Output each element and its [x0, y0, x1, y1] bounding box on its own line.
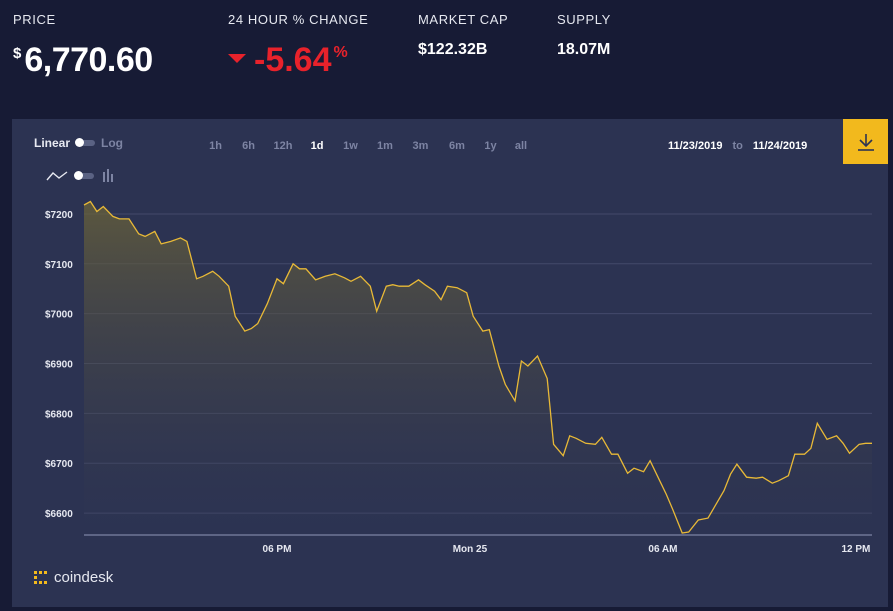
- change-label: 24 HOUR % CHANGE: [228, 12, 369, 27]
- range-1d[interactable]: 1d: [310, 140, 324, 152]
- y-axis: $6600 $6700 $6800 $6900 $7000 $7100 $7200: [45, 210, 73, 520]
- range-1w[interactable]: 1w: [343, 140, 358, 152]
- date-to-word: to: [732, 140, 743, 152]
- change-unit: %: [333, 44, 348, 61]
- range-1h[interactable]: 1h: [209, 140, 222, 152]
- change-value: -5.64: [254, 41, 332, 79]
- scale-switch[interactable]: [75, 138, 96, 147]
- down-arrow-icon: [228, 54, 246, 63]
- range-6h[interactable]: 6h: [242, 140, 255, 152]
- download-icon: [857, 133, 874, 151]
- range-3m[interactable]: 3m: [412, 140, 429, 152]
- price-row: $ 6,770.60: [13, 41, 153, 80]
- x-tick-label: Mon 25: [453, 544, 488, 555]
- change-row: -5.64 %: [228, 41, 368, 80]
- brand-name: coindesk: [54, 569, 114, 586]
- line-chart-icon[interactable]: [46, 170, 68, 182]
- y-tick-label: $7200: [45, 210, 73, 221]
- range-1y[interactable]: 1y: [484, 140, 497, 152]
- price-chart: $6600 $6700 $6800 $6900 $7000 $7100 $7200 06 P…: [45, 200, 872, 555]
- y-tick-label: $6900: [45, 360, 73, 371]
- price-line: [83, 200, 872, 534]
- y-tick-label: $7000: [45, 310, 73, 321]
- price-label: PRICE: [13, 12, 56, 27]
- supply-label: SUPPLY: [557, 12, 611, 27]
- market-cap-value: $122.32B: [418, 41, 488, 58]
- price-value: 6,770.60: [24, 41, 153, 79]
- x-tick-label: 12 PM: [841, 544, 870, 555]
- range-1m[interactable]: 1m: [377, 140, 393, 152]
- scale-log-label[interactable]: Log: [101, 136, 124, 150]
- x-axis: 06 PM Mon 25 06 AM 12 PM: [263, 544, 871, 555]
- change-stat: 24 HOUR % CHANGE -5.64 %: [228, 12, 368, 80]
- download-button[interactable]: [843, 119, 888, 164]
- y-tick-label: $6800: [45, 409, 73, 420]
- bar-chart-icon[interactable]: [102, 169, 116, 183]
- price-currency: $: [13, 45, 22, 62]
- supply-stat: SUPPLY 18.07M: [557, 12, 611, 59]
- coindesk-logo-icon: [34, 570, 47, 584]
- market-cap-label: MARKET CAP: [418, 12, 509, 27]
- brand: coindesk: [34, 569, 113, 586]
- supply-value: 18.07M: [557, 41, 611, 58]
- y-tick-label: $6600: [45, 509, 73, 520]
- date-range[interactable]: 11/23/2019 to 11/24/2019: [668, 140, 807, 152]
- time-range-selector: 1h 6h 12h 1d 1w 1m 3m 6m 1y all: [199, 140, 536, 152]
- chart-type-toggle[interactable]: [46, 169, 116, 183]
- date-to[interactable]: 11/24/2019: [752, 140, 808, 152]
- y-tick-label: $6700: [45, 459, 73, 470]
- price-stat: PRICE $ 6,770.60: [13, 12, 153, 80]
- market-cap-stat: MARKET CAP $122.32B: [418, 12, 508, 59]
- y-tick-label: $7100: [45, 260, 73, 271]
- x-tick-label: 06 AM: [648, 544, 677, 555]
- x-tick-label: 06 PM: [263, 544, 292, 555]
- chart-panel: $6600 $6700 $6800 $6900 $7000 $7100 $7200 06 P…: [12, 119, 888, 607]
- price-area: [84, 201, 872, 535]
- scale-toggle[interactable]: Linear Log: [34, 136, 123, 150]
- date-from[interactable]: 11/23/2019: [668, 140, 723, 152]
- range-12h[interactable]: 12h: [273, 140, 293, 152]
- scale-linear-label[interactable]: Linear: [34, 136, 71, 150]
- range-6m[interactable]: 6m: [449, 140, 465, 152]
- range-all[interactable]: all: [514, 140, 528, 152]
- chart-type-switch[interactable]: [74, 171, 94, 180]
